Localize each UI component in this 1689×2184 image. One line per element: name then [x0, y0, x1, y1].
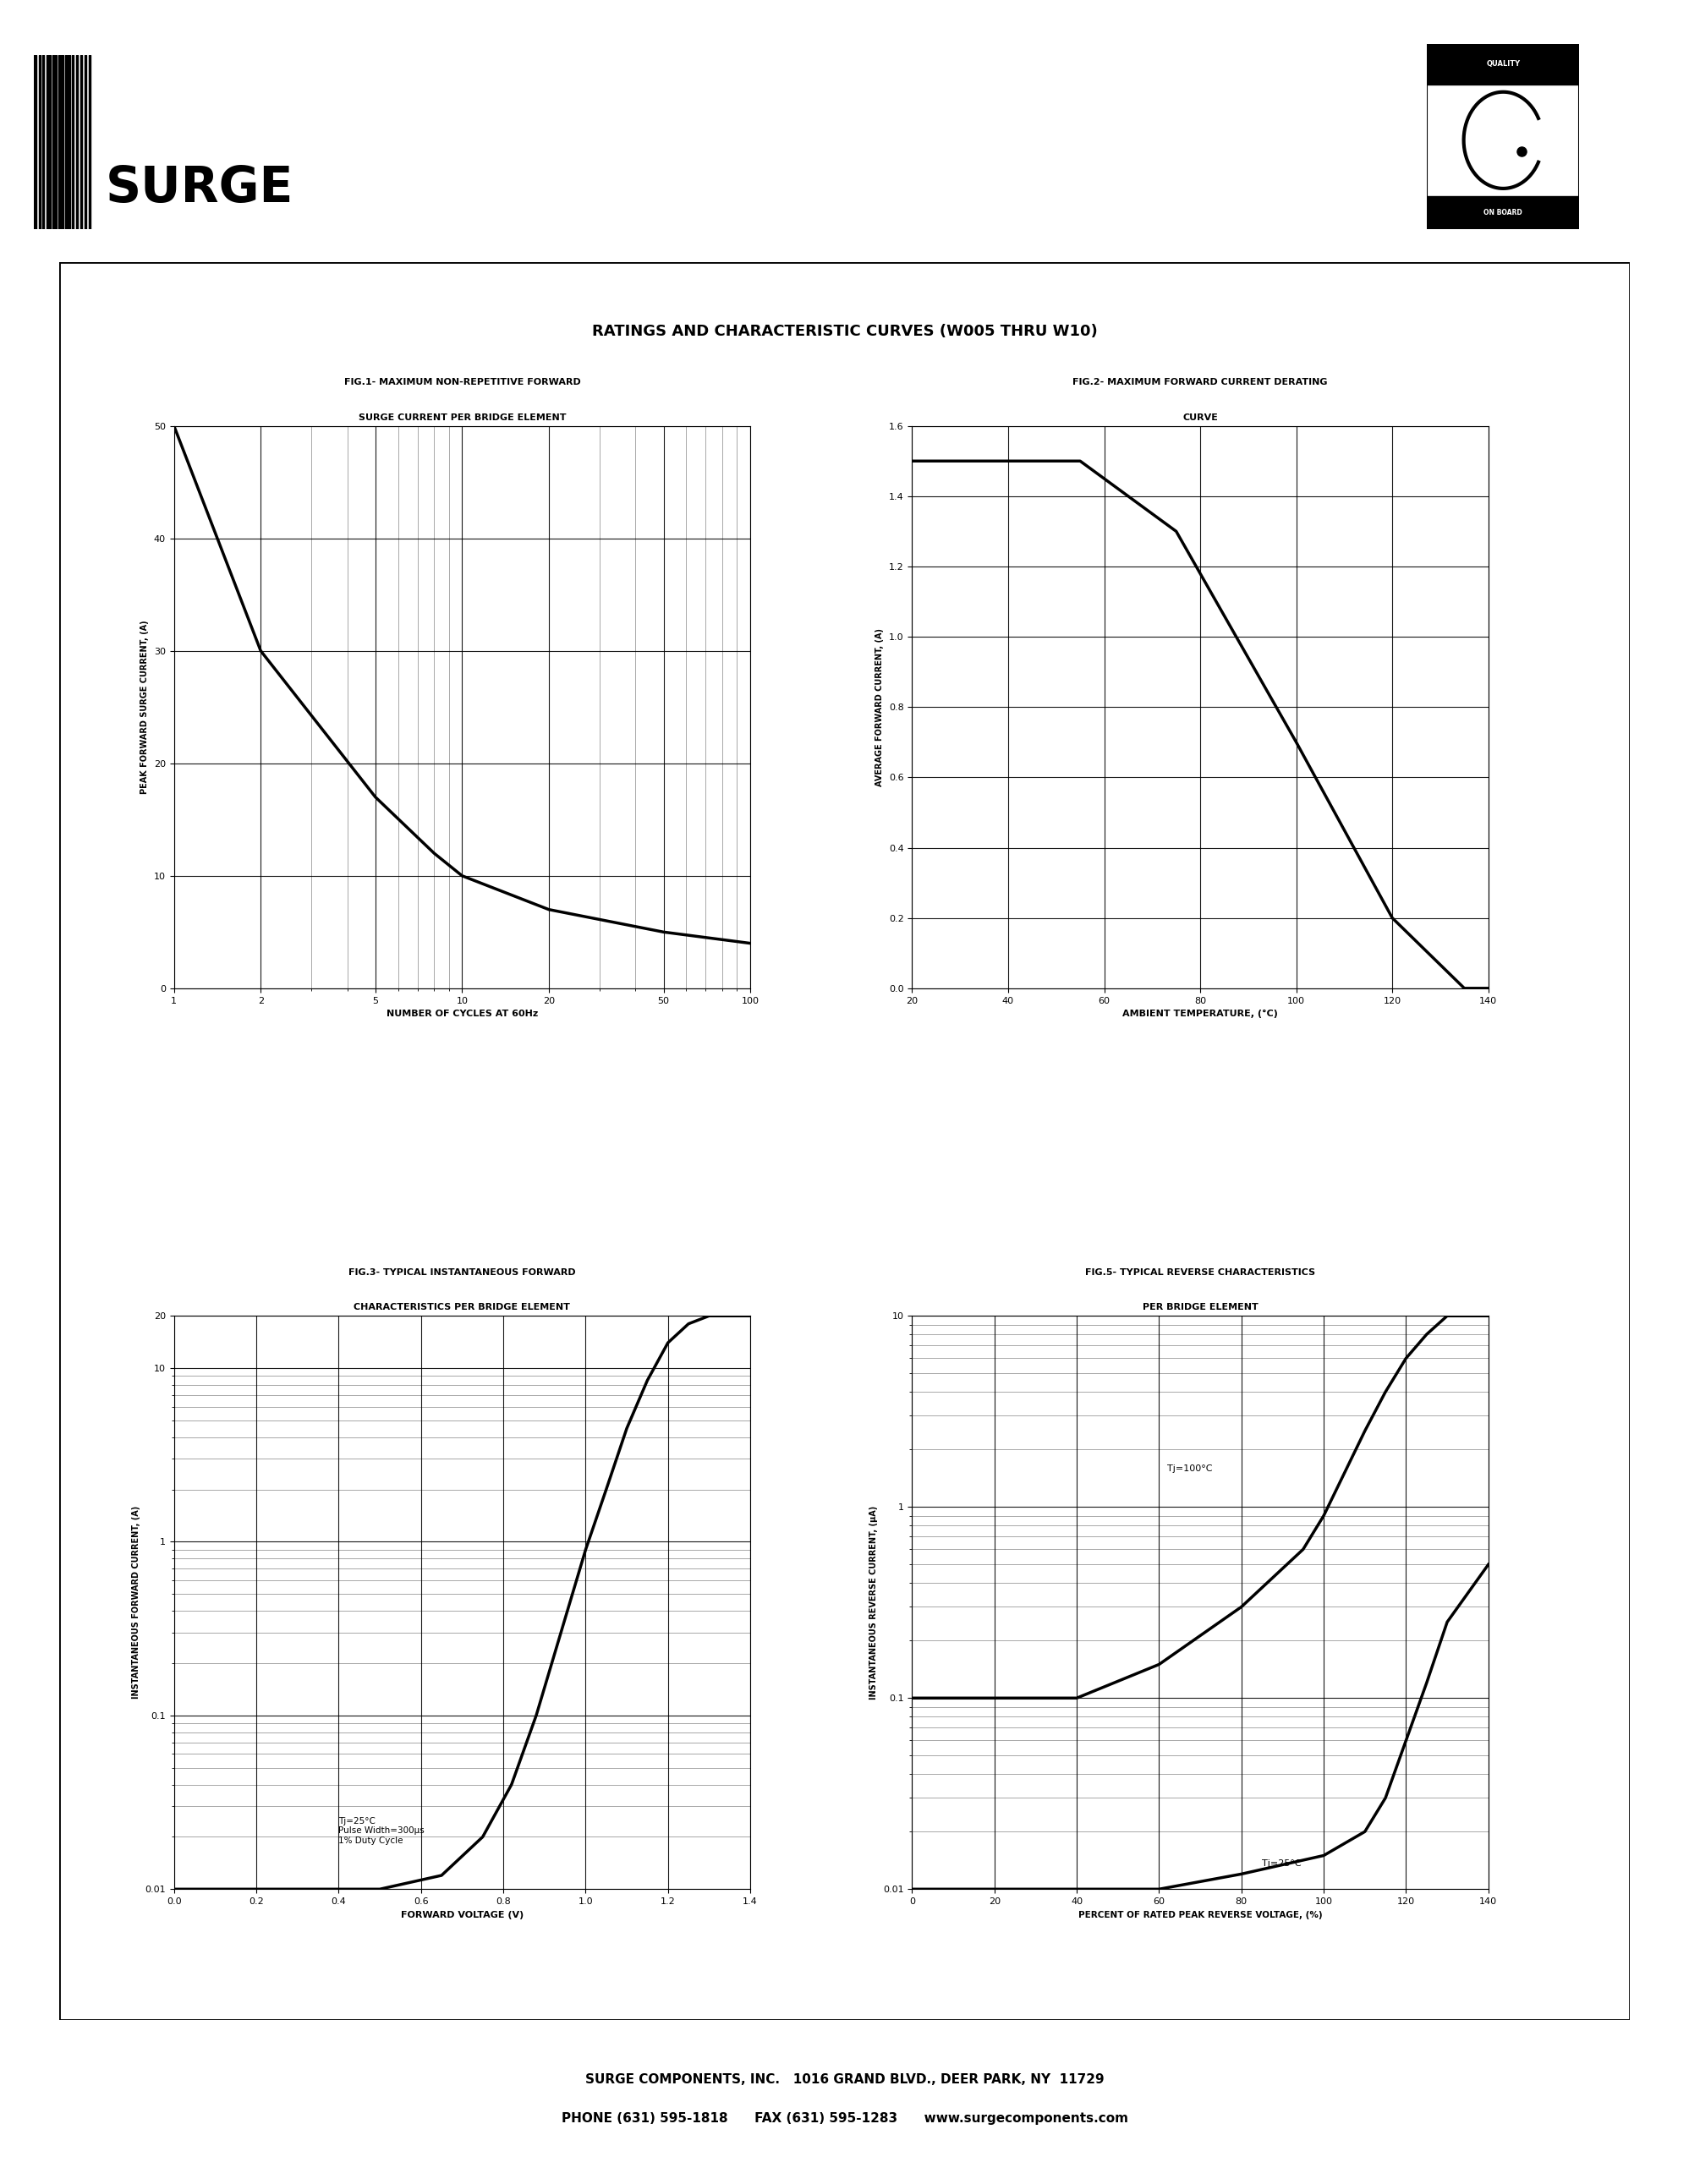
Y-axis label: AVERAGE FORWARD CURRENT, (A): AVERAGE FORWARD CURRENT, (A)	[875, 629, 883, 786]
Text: FIG.3- TYPICAL INSTANTANEOUS FORWARD: FIG.3- TYPICAL INSTANTANEOUS FORWARD	[348, 1269, 576, 1275]
Text: Tj=25°C: Tj=25°C	[1262, 1859, 1302, 1867]
Bar	[68, 55, 69, 229]
Bar	[57, 55, 61, 229]
X-axis label: NUMBER OF CYCLES AT 60Hz: NUMBER OF CYCLES AT 60Hz	[387, 1009, 537, 1018]
Bar	[1427, 197, 1579, 229]
Text: RATINGS AND CHARACTERISTIC CURVES (W005 THRU W10): RATINGS AND CHARACTERISTIC CURVES (W005 …	[591, 323, 1098, 339]
X-axis label: PERCENT OF RATED PEAK REVERSE VOLTAGE, (%): PERCENT OF RATED PEAK REVERSE VOLTAGE, (…	[1078, 1911, 1322, 1920]
Text: ON BOARD: ON BOARD	[1485, 210, 1522, 216]
Text: Tj=25°C
Pulse Width=300μs
1% Duty Cycle: Tj=25°C Pulse Width=300μs 1% Duty Cycle	[338, 1817, 424, 1845]
Text: FIG.5- TYPICAL REVERSE CHARACTERISTICS: FIG.5- TYPICAL REVERSE CHARACTERISTICS	[1084, 1269, 1316, 1275]
Text: Tj=100°C: Tj=100°C	[1167, 1465, 1213, 1474]
Bar	[39, 55, 41, 229]
Text: FIG.1- MAXIMUM NON-REPETITIVE FORWARD: FIG.1- MAXIMUM NON-REPETITIVE FORWARD	[345, 378, 581, 387]
Text: SURGE: SURGE	[105, 164, 294, 212]
Text: CURVE: CURVE	[1182, 413, 1218, 422]
X-axis label: AMBIENT TEMPERATURE, (°C): AMBIENT TEMPERATURE, (°C)	[1123, 1009, 1279, 1018]
Bar	[71, 55, 74, 229]
Y-axis label: INSTANTANEOUS FORWARD CURRENT, (A): INSTANTANEOUS FORWARD CURRENT, (A)	[132, 1507, 140, 1699]
Bar	[88, 55, 91, 229]
Text: QUALITY: QUALITY	[1486, 61, 1520, 68]
Bar	[61, 55, 64, 229]
Text: CHARACTERISTICS PER BRIDGE ELEMENT: CHARACTERISTICS PER BRIDGE ELEMENT	[355, 1304, 571, 1310]
Bar	[76, 55, 78, 229]
Bar	[34, 55, 35, 229]
Y-axis label: INSTANTANEOUS REVERSE CURRENT, (μA): INSTANTANEOUS REVERSE CURRENT, (μA)	[870, 1505, 878, 1699]
Bar	[49, 55, 51, 229]
Text: PHONE (631) 595-1818      FAX (631) 595-1283      www.surgecomponents.com: PHONE (631) 595-1818 FAX (631) 595-1283 …	[561, 2112, 1128, 2125]
Bar	[84, 55, 86, 229]
Y-axis label: PEAK FORWARD SURGE CURRENT, (A): PEAK FORWARD SURGE CURRENT, (A)	[140, 620, 149, 795]
Text: SURGE CURRENT PER BRIDGE ELEMENT: SURGE CURRENT PER BRIDGE ELEMENT	[358, 413, 566, 422]
Text: SURGE COMPONENTS, INC.   1016 GRAND BLVD., DEER PARK, NY  11729: SURGE COMPONENTS, INC. 1016 GRAND BLVD.,…	[584, 2073, 1105, 2086]
Bar	[79, 55, 83, 229]
Bar	[42, 55, 44, 229]
Text: FIG.2- MAXIMUM FORWARD CURRENT DERATING: FIG.2- MAXIMUM FORWARD CURRENT DERATING	[1073, 378, 1328, 387]
Text: PER BRIDGE ELEMENT: PER BRIDGE ELEMENT	[1142, 1304, 1258, 1310]
X-axis label: FORWARD VOLTAGE (V): FORWARD VOLTAGE (V)	[400, 1911, 524, 1920]
Bar	[1427, 44, 1579, 85]
Bar	[54, 55, 57, 229]
